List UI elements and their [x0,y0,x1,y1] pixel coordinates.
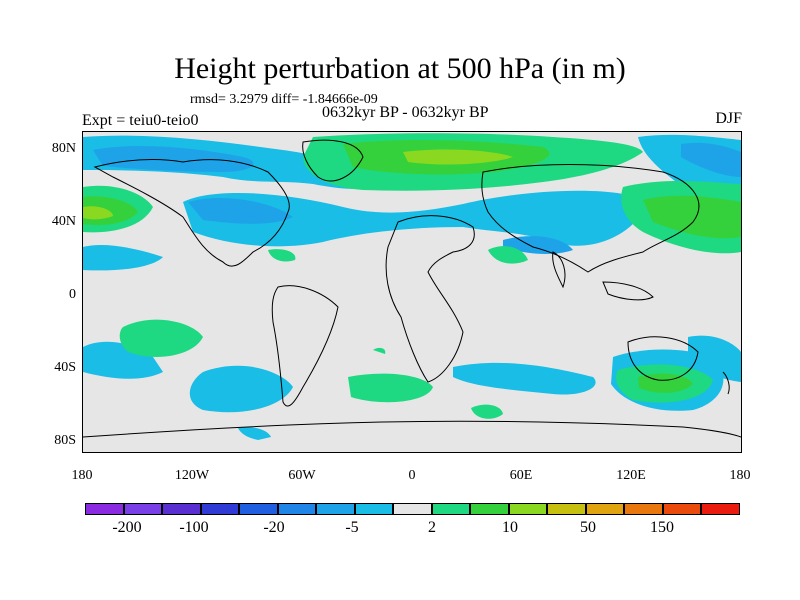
colorbar-segment [547,503,586,515]
colorbar-segment [277,503,317,515]
colorbar-label: 10 [502,519,518,536]
coastlines [83,139,741,438]
colorbar-segment [123,503,163,515]
map-panel [82,131,742,453]
colorbar-label: -200 [112,519,142,536]
colorbar-segment [239,503,278,515]
colorbar-label: -20 [263,519,285,536]
lon-tick-label: 0 [408,468,416,483]
colorbar-segment [585,503,625,515]
colorbar-segment [624,503,663,515]
colorbar-segment [200,503,240,515]
lon-tick-label: 120E [616,468,646,483]
lon-tick-label: 60W [288,468,316,483]
map-title: Height perturbation at 500 hPa (in m) [174,52,626,85]
lat-tick-label: 0 [69,287,76,302]
colorbar-label: 2 [428,519,436,536]
colorbar-segment [662,503,702,515]
lon-tick-label: 120W [174,468,210,483]
lon-tick-label: 180 [71,468,93,483]
season-label: DJF [715,110,742,127]
colorbar-segment [354,503,394,515]
period-label: 0632kyr BP - 0632kyr BP [322,104,489,121]
colorbar [85,503,740,515]
lat-tick-label: 80N [51,141,76,156]
colorbar-segment [701,503,740,515]
contours-positive-bright [83,140,741,393]
lon-tick-label: 180 [729,468,751,483]
colorbar-label: -100 [179,519,209,536]
map-canvas [83,132,741,452]
colorbar-segment [316,503,355,515]
experiment-label: Expt = teiu0-teio0 [82,112,199,129]
colorbar-segment [393,503,432,515]
colorbar-label: -5 [345,519,359,536]
colorbar-segment [162,503,201,515]
lon-tick-label: 60E [509,468,533,483]
colorbar-segment [470,503,509,515]
colorbar-segment [431,503,471,515]
stats-line: rmsd= 3.2979 diff= -1.84666e-09 [190,92,378,107]
lat-tick-label: 80S [54,433,76,448]
colorbar-label: 150 [650,519,674,536]
lat-tick-label: 40N [51,214,76,229]
colorbar-segment [85,503,124,515]
colorbar-label: 50 [580,519,596,536]
colorbar-segment [508,503,548,515]
lat-tick-label: 40S [54,360,76,375]
